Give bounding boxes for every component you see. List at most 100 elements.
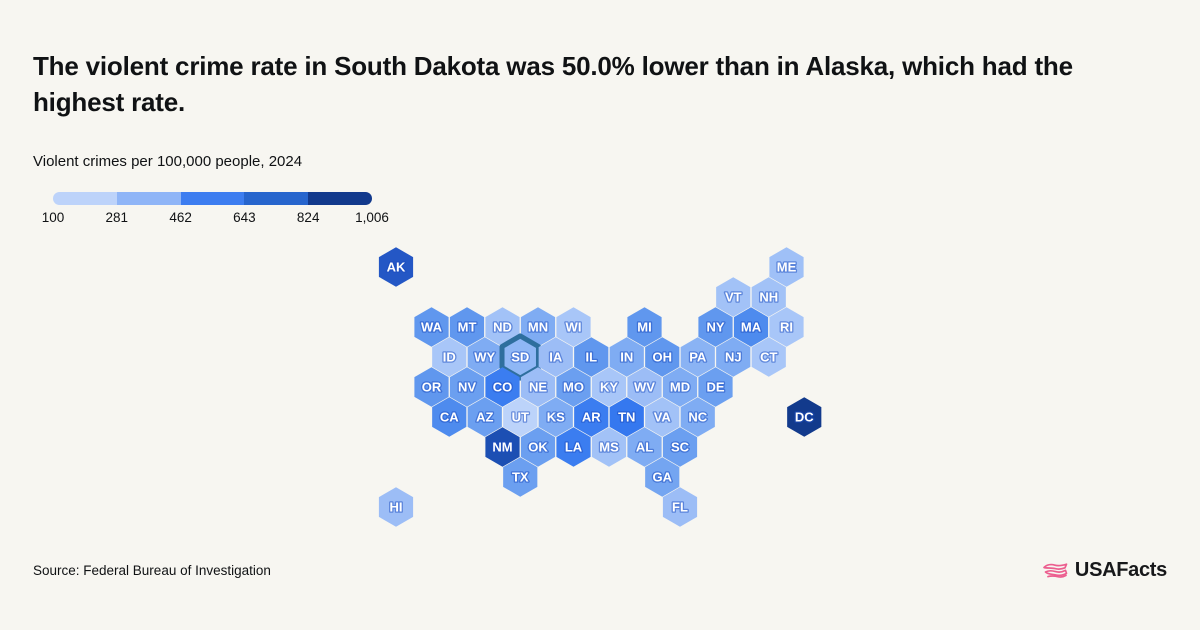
state-hex-shape-TN[interactable] (609, 397, 644, 437)
state-hex-shape-NC[interactable] (680, 397, 715, 437)
state-hex-shape-ID[interactable] (432, 337, 467, 377)
state-hex-CT[interactable]: CT (751, 337, 786, 377)
state-hex-shape-VA[interactable] (645, 397, 680, 437)
state-hex-KY[interactable]: KY (591, 367, 627, 407)
state-hex-AR[interactable]: AR (574, 397, 609, 437)
state-hex-shape-OK[interactable] (520, 427, 556, 467)
state-hex-TN[interactable]: TN (609, 397, 644, 437)
state-hex-PA[interactable]: PA (680, 337, 715, 377)
state-hex-shape-CT[interactable] (751, 337, 786, 377)
state-hex-HI[interactable]: HI (378, 487, 414, 527)
state-hex-shape-MN[interactable] (520, 307, 556, 347)
state-hex-shape-AR[interactable] (574, 397, 609, 437)
state-hex-OK[interactable]: OK (520, 427, 556, 467)
state-hex-MO[interactable]: MO (556, 367, 591, 407)
state-hex-NY[interactable]: NY (698, 307, 733, 347)
state-hex-shape-WI[interactable] (556, 307, 591, 347)
state-hex-shape-NM[interactable] (485, 427, 520, 467)
state-hex-NE[interactable]: NE (520, 367, 556, 407)
state-hex-MD[interactable]: MD (662, 367, 698, 407)
state-hex-TX[interactable]: TX (503, 457, 538, 497)
state-hex-ND[interactable]: ND (485, 307, 520, 347)
state-hex-GA[interactable]: GA (645, 457, 680, 497)
state-hex-NJ[interactable]: NJ (716, 337, 751, 377)
state-hex-NC[interactable]: NC (680, 397, 715, 437)
state-hex-MS[interactable]: MS (591, 427, 627, 467)
state-hex-UT[interactable]: UT (503, 397, 538, 437)
state-hex-shape-LA[interactable] (556, 427, 591, 467)
state-hex-shape-CO[interactable] (485, 367, 520, 407)
state-hex-shape-IN[interactable] (609, 337, 644, 377)
state-hex-shape-IL[interactable] (574, 337, 609, 377)
state-hex-MN[interactable]: MN (520, 307, 556, 347)
state-hex-VA[interactable]: VA (645, 397, 680, 437)
state-hex-SD[interactable]: SD (499, 333, 541, 381)
state-hex-SC[interactable]: SC (662, 427, 698, 467)
state-hex-shape-TX[interactable] (503, 457, 538, 497)
state-hex-LA[interactable]: LA (556, 427, 591, 467)
state-hex-IA[interactable]: IA (538, 337, 573, 377)
state-hex-shape-MO[interactable] (556, 367, 591, 407)
state-hex-OH[interactable]: OH (645, 337, 680, 377)
state-hex-VT[interactable]: VT (716, 277, 751, 317)
state-hex-DC[interactable]: DC (787, 397, 822, 437)
state-hex-shape-MS[interactable] (591, 427, 627, 467)
state-hex-shape-NY[interactable] (698, 307, 733, 347)
state-hex-shape-VT[interactable] (716, 277, 751, 317)
state-hex-shape-NH[interactable] (751, 277, 786, 317)
state-hex-AL[interactable]: AL (627, 427, 662, 467)
state-hex-shape-NJ[interactable] (716, 337, 751, 377)
state-hex-IL[interactable]: IL (574, 337, 609, 377)
state-hex-shape-OH[interactable] (645, 337, 680, 377)
state-hex-shape-AL[interactable] (627, 427, 662, 467)
state-hex-shape-ME[interactable] (769, 247, 804, 287)
state-hex-KS[interactable]: KS (538, 397, 573, 437)
state-hex-shape-DC[interactable] (787, 397, 822, 437)
state-hex-RI[interactable]: RI (769, 307, 804, 347)
state-hex-shape-AK[interactable] (378, 247, 414, 287)
state-hex-shape-KY[interactable] (591, 367, 627, 407)
state-hex-shape-MD[interactable] (662, 367, 698, 407)
state-hex-WI[interactable]: WI (556, 307, 591, 347)
state-hex-NV[interactable]: NV (449, 367, 485, 407)
state-hex-shape-RI[interactable] (769, 307, 804, 347)
state-hex-shape-MA[interactable] (733, 307, 769, 347)
state-hex-shape-ND[interactable] (485, 307, 520, 347)
state-hex-shape-DE[interactable] (698, 367, 733, 407)
state-hex-shape-OR[interactable] (414, 367, 449, 407)
state-hex-NM[interactable]: NM (485, 427, 520, 467)
state-hex-shape-AZ[interactable] (467, 397, 502, 437)
state-hex-shape-CA[interactable] (432, 397, 467, 437)
state-hex-shape-GA[interactable] (645, 457, 680, 497)
state-hex-shape-WV[interactable] (627, 367, 662, 407)
state-hex-WA[interactable]: WA (414, 307, 449, 347)
state-hex-MT[interactable]: MT (449, 307, 485, 347)
state-hex-shape-SD[interactable] (499, 333, 541, 381)
state-hex-OR[interactable]: OR (414, 367, 449, 407)
state-hex-NH[interactable]: NH (751, 277, 786, 317)
state-hex-FL[interactable]: FL (662, 487, 698, 527)
state-hex-shape-HI[interactable] (378, 487, 414, 527)
state-hex-AK[interactable]: AK (378, 247, 414, 287)
state-hex-shape-MI[interactable] (627, 307, 662, 347)
state-hex-ID[interactable]: ID (432, 337, 467, 377)
state-hex-shape-WY[interactable] (467, 337, 502, 377)
state-hex-shape-SC[interactable] (662, 427, 698, 467)
state-hex-shape-NE[interactable] (520, 367, 556, 407)
state-hex-shape-MT[interactable] (449, 307, 485, 347)
state-hex-ME[interactable]: ME (769, 247, 804, 287)
state-hex-WY[interactable]: WY (467, 337, 502, 377)
state-hex-shape-IA[interactable] (538, 337, 573, 377)
state-hex-CO[interactable]: CO (485, 367, 520, 407)
state-hex-MI[interactable]: MI (627, 307, 662, 347)
state-hex-shape-PA[interactable] (680, 337, 715, 377)
state-hex-WV[interactable]: WV (627, 367, 662, 407)
state-hex-IN[interactable]: IN (609, 337, 644, 377)
state-hex-AZ[interactable]: AZ (467, 397, 502, 437)
state-hex-shape-KS[interactable] (538, 397, 573, 437)
state-hex-DE[interactable]: DE (698, 367, 733, 407)
state-hex-shape-FL[interactable] (662, 487, 698, 527)
state-hex-shape-WA[interactable] (414, 307, 449, 347)
state-hex-shape-UT[interactable] (503, 397, 538, 437)
state-hex-shape-NV[interactable] (449, 367, 485, 407)
